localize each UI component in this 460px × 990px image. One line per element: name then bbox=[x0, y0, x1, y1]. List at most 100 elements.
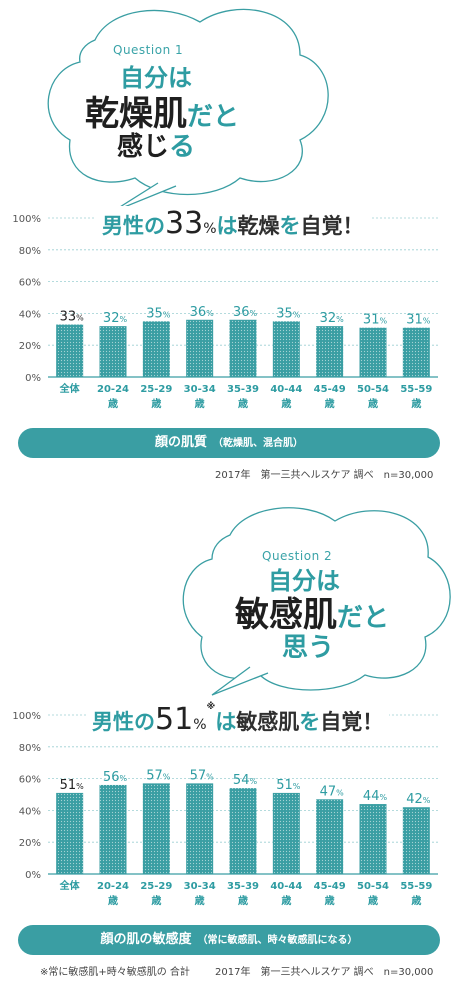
data-label: 36% bbox=[190, 305, 215, 320]
x-tick-label: 55-59 bbox=[400, 881, 432, 892]
data-label: 51% bbox=[276, 778, 301, 793]
source-note: 2017年 第一三共ヘルスケア 調べ n=30,000 bbox=[215, 967, 434, 978]
x-tick-label: 25-29 bbox=[140, 881, 172, 892]
x-tick-label: 歳 bbox=[238, 397, 248, 410]
bar bbox=[186, 319, 214, 377]
bar bbox=[56, 792, 84, 874]
bar bbox=[142, 321, 170, 377]
data-label: 44% bbox=[363, 789, 388, 804]
bar-chart-sensitive-skin: 0% 20% 40% 60% 80% 100% 51% 全体 56% 20-24 歳 57% 25-29… bbox=[12, 711, 438, 907]
data-label: 42% bbox=[406, 792, 431, 807]
x-tick-label: 全体 bbox=[59, 879, 81, 892]
x-tick-label: 20-24 bbox=[97, 881, 129, 892]
x-tick-label: 全体 bbox=[59, 382, 81, 395]
speech-cloud-1 bbox=[47, 8, 329, 213]
x-tick-label: 歳 bbox=[325, 894, 335, 907]
data-label: 47% bbox=[320, 784, 345, 799]
question-label: Question 1 bbox=[113, 43, 184, 57]
legend-pill-sensitivity: 顔の肌の敏感度 （常に敏感肌、時々敏感肌になる） bbox=[18, 925, 440, 955]
footnote: ※常に敏感肌+時々敏感肌の 合計 bbox=[40, 967, 190, 978]
bar bbox=[229, 319, 257, 377]
x-tick-label: 45-49 bbox=[314, 881, 346, 892]
x-tick-label: 20-24 bbox=[97, 384, 129, 395]
bar bbox=[272, 792, 300, 874]
x-tick-label: 歳 bbox=[368, 894, 378, 907]
data-label: 51% bbox=[60, 778, 85, 793]
bar bbox=[272, 321, 300, 377]
section-dry-skin: Question 1 自分は 乾燥肌だと 感じる 0% 20% 40% 60% 80% 1… bbox=[12, 8, 440, 481]
y-tick-label: 0% bbox=[25, 870, 41, 881]
data-label: 32% bbox=[103, 311, 128, 326]
x-tick-label: 35-39 bbox=[227, 881, 259, 892]
x-tick-label: 30-34 bbox=[184, 881, 216, 892]
x-tick-label: 歳 bbox=[368, 397, 378, 410]
question-line-1: 自分は bbox=[268, 567, 340, 595]
x-tick-label: 歳 bbox=[281, 397, 291, 410]
x-tick-label: 歳 bbox=[411, 397, 421, 410]
data-label: 57% bbox=[190, 768, 215, 783]
y-tick-label: 100% bbox=[12, 711, 41, 722]
question-line-3: 感じる bbox=[116, 132, 196, 162]
x-tick-label: 歳 bbox=[195, 894, 205, 907]
question-label: Question 2 bbox=[262, 549, 333, 563]
data-label: 35% bbox=[146, 306, 171, 321]
bar bbox=[402, 327, 430, 377]
x-tick-label: 歳 bbox=[238, 894, 248, 907]
y-tick-label: 0% bbox=[25, 373, 41, 384]
x-tick-label: 55-59 bbox=[400, 384, 432, 395]
question-line-2: 乾燥肌だと bbox=[84, 94, 239, 134]
bar bbox=[359, 804, 387, 874]
data-label: 57% bbox=[146, 768, 171, 783]
question-line-1: 自分は bbox=[120, 64, 192, 92]
bar bbox=[229, 788, 257, 874]
speech-cloud-2 bbox=[182, 507, 451, 696]
x-tick-label: 歳 bbox=[195, 397, 205, 410]
data-label: 33% bbox=[60, 310, 85, 325]
data-label: 54% bbox=[233, 773, 258, 788]
bar bbox=[99, 784, 127, 874]
x-tick-label: 歳 bbox=[411, 894, 421, 907]
y-tick-label: 40% bbox=[19, 806, 41, 817]
question-line-3: 思う bbox=[281, 633, 334, 663]
y-tick-label: 60% bbox=[19, 775, 41, 786]
bar bbox=[316, 799, 344, 874]
y-tick-label: 80% bbox=[19, 743, 41, 754]
x-tick-label: 歳 bbox=[281, 894, 291, 907]
x-tick-label: 歳 bbox=[151, 397, 161, 410]
x-tick-label: 40-44 bbox=[270, 384, 302, 395]
bar bbox=[142, 783, 170, 874]
bar bbox=[316, 326, 344, 377]
bar bbox=[359, 327, 387, 377]
y-tick-label: 40% bbox=[19, 309, 41, 320]
data-label: 31% bbox=[363, 313, 388, 328]
x-tick-label: 50-54 bbox=[357, 384, 389, 395]
data-label: 32% bbox=[320, 311, 345, 326]
source-note: 2017年 第一三共ヘルスケア 調べ n=30,000 bbox=[215, 470, 434, 481]
x-tick-label: 歳 bbox=[325, 397, 335, 410]
data-label: 31% bbox=[406, 313, 431, 328]
y-tick-label: 100% bbox=[12, 214, 41, 225]
y-tick-label: 20% bbox=[19, 838, 41, 849]
bar bbox=[186, 783, 214, 874]
x-tick-label: 45-49 bbox=[314, 384, 346, 395]
x-tick-label: 30-34 bbox=[184, 384, 216, 395]
x-tick-label: 歳 bbox=[108, 397, 118, 410]
data-label: 36% bbox=[233, 305, 258, 320]
data-label: 56% bbox=[103, 770, 128, 785]
bar bbox=[402, 807, 430, 874]
headline-dry-skin: 男性の33%は乾燥を自覚！ bbox=[96, 206, 370, 241]
bar bbox=[99, 326, 127, 377]
y-tick-label: 80% bbox=[19, 246, 41, 257]
x-tick-label: 歳 bbox=[108, 894, 118, 907]
x-tick-label: 40-44 bbox=[270, 881, 302, 892]
bar-chart-dry-skin: 0% 20% 40% 60% 80% 100% 33% 全体 32% 20-24 歳 35% 25-29… bbox=[12, 214, 438, 410]
x-tick-label: 歳 bbox=[151, 894, 161, 907]
y-tick-label: 20% bbox=[19, 341, 41, 352]
x-tick-label: 50-54 bbox=[357, 881, 389, 892]
bar bbox=[56, 324, 84, 377]
question-line-2: 敏感肌だと bbox=[234, 595, 389, 635]
data-label: 35% bbox=[276, 306, 301, 321]
legend-pill-skin-type: 顔の肌質 （乾燥肌、混合肌） bbox=[18, 428, 440, 458]
x-tick-label: 35-39 bbox=[227, 384, 259, 395]
section-sensitive-skin: Question 2 自分は 敏感肌だと 思う 0% 20% 40% 60% 80% 10… bbox=[0, 495, 460, 990]
